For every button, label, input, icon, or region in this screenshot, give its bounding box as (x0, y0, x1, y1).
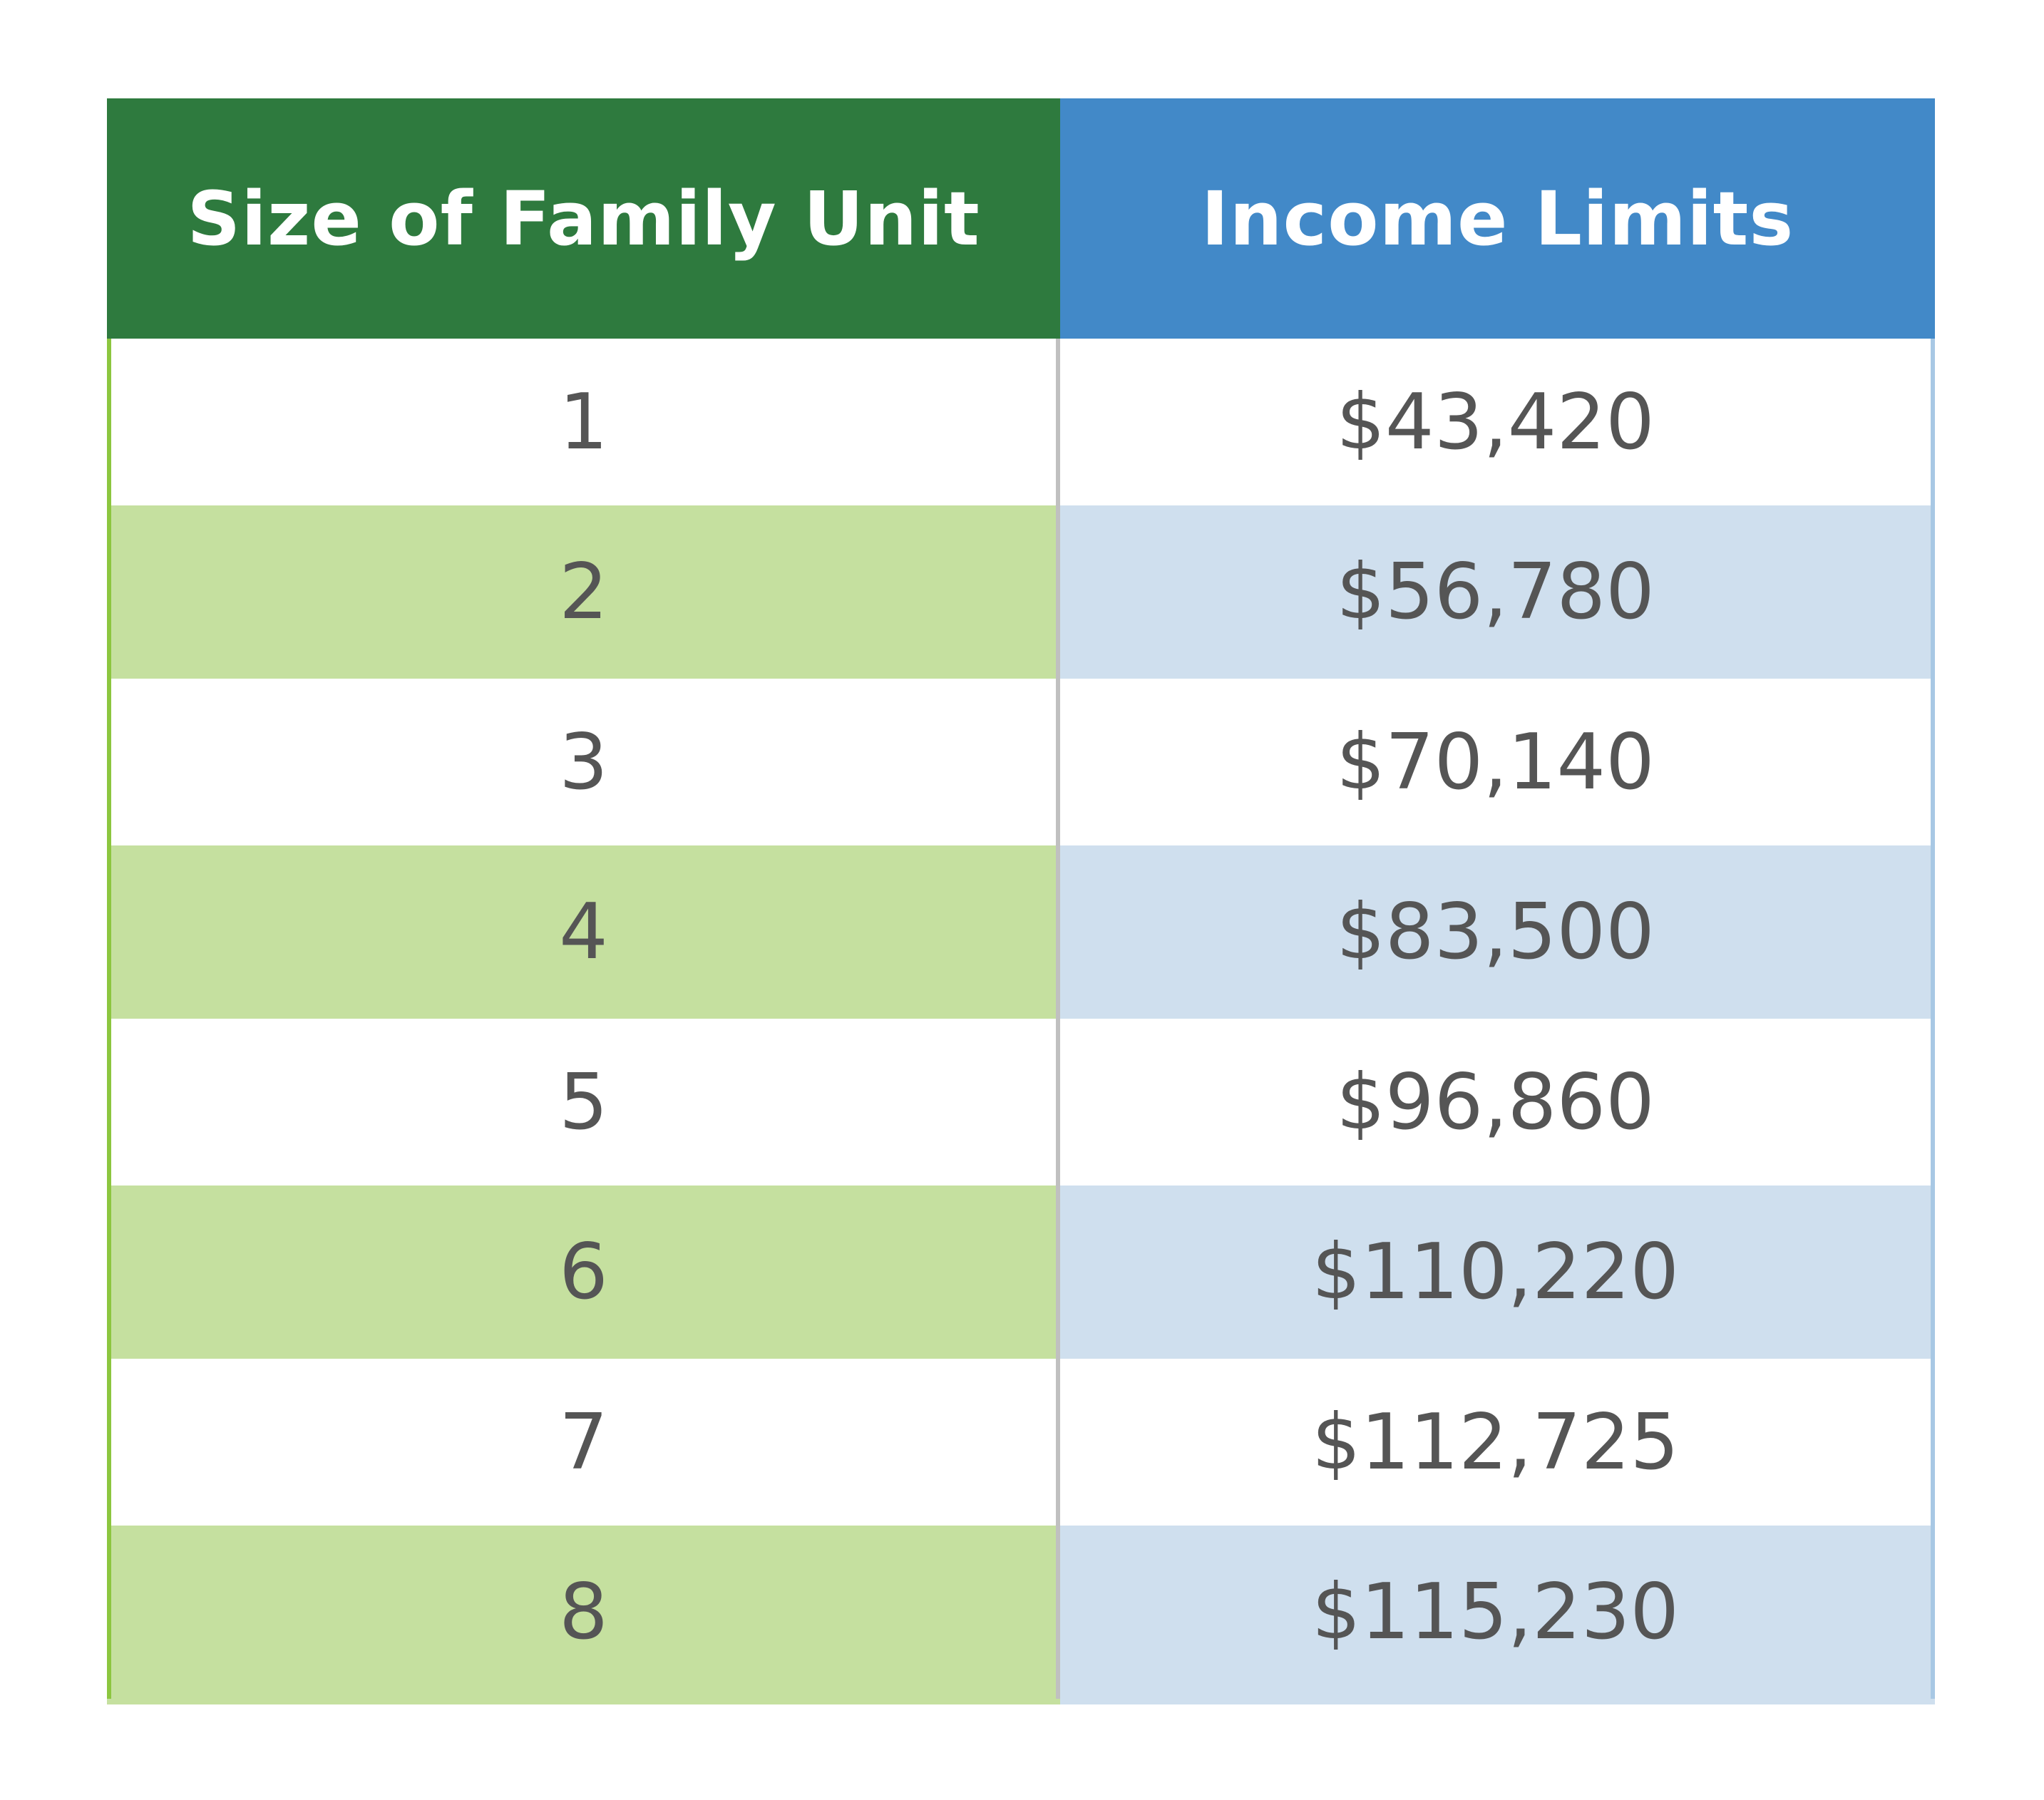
table-row: 6 $110,220 (107, 1186, 1935, 1359)
family-size-cell: 7 (107, 1359, 1060, 1526)
income-limit-cell: $96,860 (1060, 1019, 1935, 1186)
income-limit-cell: $112,725 (1060, 1359, 1935, 1526)
bottom-edge-left (107, 1699, 1060, 1704)
header-income-limits: Income Limits (1060, 98, 1935, 339)
family-size-cell: 2 (107, 505, 1060, 679)
family-size-cell: 3 (107, 679, 1060, 845)
income-limit-cell: $83,500 (1060, 845, 1935, 1019)
header-size-of-family-unit: Size of Family Unit (107, 98, 1060, 339)
family-size-cell: 6 (107, 1186, 1060, 1359)
table-row: 1 $43,420 (107, 339, 1935, 505)
table-row: 2 $56,780 (107, 505, 1935, 679)
table-row: 8 $115,230 (107, 1526, 1935, 1699)
income-limits-table: Size of Family Unit Income Limits 1 $43,… (107, 98, 1935, 1704)
family-size-cell: 4 (107, 845, 1060, 1019)
family-size-cell: 8 (107, 1526, 1060, 1699)
income-limit-cell: $56,780 (1060, 505, 1935, 679)
family-size-cell: 5 (107, 1019, 1060, 1186)
family-size-cell: 1 (107, 339, 1060, 505)
income-limit-cell: $70,140 (1060, 679, 1935, 845)
income-limit-cell: $110,220 (1060, 1186, 1935, 1359)
income-limit-cell: $115,230 (1060, 1526, 1935, 1699)
table-row: 7 $112,725 (107, 1359, 1935, 1526)
income-limit-cell: $43,420 (1060, 339, 1935, 505)
table-row: 3 $70,140 (107, 679, 1935, 845)
table-body: 1 $43,420 2 $56,780 3 $70,140 4 $83,500 … (107, 339, 1935, 1704)
bottom-edge-right (1060, 1699, 1935, 1704)
table-header-row: Size of Family Unit Income Limits (107, 98, 1935, 339)
table-bottom-edge (107, 1699, 1935, 1704)
table-row: 4 $83,500 (107, 845, 1935, 1019)
table-row: 5 $96,860 (107, 1019, 1935, 1186)
